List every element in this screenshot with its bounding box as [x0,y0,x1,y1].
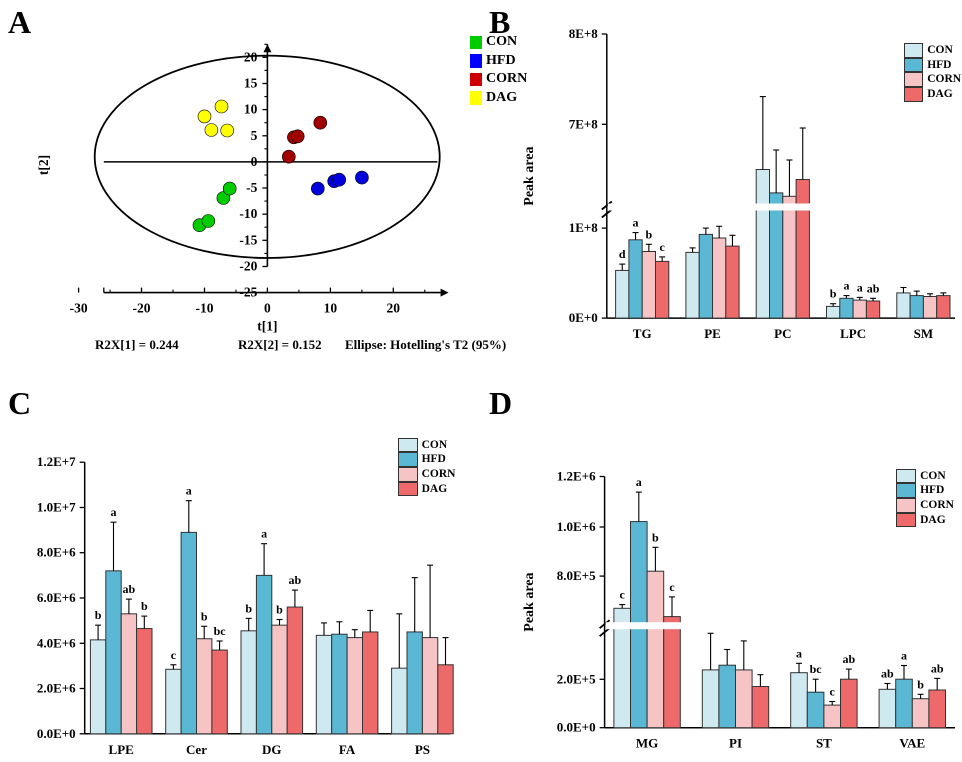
svg-text:a: a [796,646,802,660]
svg-text:-20: -20 [133,301,151,316]
svg-text:b: b [141,599,148,613]
svg-text:a: a [111,505,117,519]
svg-text:bc: bc [214,624,227,638]
svg-text:-10: -10 [239,206,257,221]
svg-text:a: a [636,475,642,489]
svg-text:b: b [95,608,102,622]
svg-text:0: 0 [251,154,258,169]
svg-text:1E+8: 1E+8 [569,220,599,235]
svg-text:0: 0 [264,301,271,316]
svg-text:Peak area: Peak area [522,146,537,205]
svg-text:5: 5 [251,128,258,143]
svg-text:ab: ab [289,573,302,587]
svg-text:b: b [830,287,837,301]
svg-text:ab: ab [867,281,880,295]
svg-text:PE: PE [704,326,721,341]
svg-text:t[1]: t[1] [257,319,277,334]
svg-text:8.0E+6: 8.0E+6 [37,545,76,560]
svg-text:t[2]: t[2] [36,155,51,175]
svg-text:SM: SM [914,326,934,341]
svg-text:Peak area: Peak area [522,572,537,631]
svg-text:7E+8: 7E+8 [569,116,599,131]
svg-text:a: a [901,649,907,663]
svg-text:ST: ST [816,736,832,751]
svg-text:c: c [620,588,626,602]
svg-text:-20: -20 [239,259,257,274]
svg-text:-30: -30 [70,301,88,316]
svg-text:10: 10 [324,301,338,316]
svg-text:ab: ab [881,667,894,681]
svg-text:1.2E+6: 1.2E+6 [557,469,596,484]
svg-text:DG: DG [262,742,282,757]
svg-text:-15: -15 [239,232,257,247]
svg-text:c: c [659,240,665,254]
svg-text:a: a [843,279,849,293]
svg-text:1.2E+7: 1.2E+7 [37,454,76,469]
svg-text:0.0E+0: 0.0E+0 [557,720,596,735]
svg-text:2.0E+5: 2.0E+5 [557,671,596,686]
svg-text:20: 20 [387,301,401,316]
svg-text:0.0E+0: 0.0E+0 [37,726,76,741]
svg-text:b: b [245,601,252,615]
svg-text:ab: ab [123,582,136,596]
svg-text:b: b [646,227,653,241]
svg-text:LPC: LPC [840,326,866,341]
svg-text:c: c [669,580,675,594]
svg-text:LPE: LPE [109,742,134,757]
svg-text:VAE: VAE [899,736,925,751]
svg-text:10: 10 [244,102,258,117]
svg-text:-10: -10 [196,301,214,316]
svg-text:-5: -5 [246,180,257,195]
svg-text:a: a [857,280,863,294]
svg-text:Cer: Cer [186,742,207,757]
svg-text:4.0E+6: 4.0E+6 [37,635,76,650]
svg-text:-25: -25 [239,285,257,300]
svg-text:PS: PS [415,742,430,757]
svg-text:ab: ab [931,661,944,675]
svg-text:FA: FA [339,742,356,757]
svg-text:bc: bc [810,662,823,676]
svg-text:MG: MG [636,736,658,751]
svg-text:d: d [619,247,626,261]
svg-text:2.0E+6: 2.0E+6 [37,681,76,696]
svg-text:b: b [276,603,283,617]
svg-text:ab: ab [842,652,855,666]
svg-text:a: a [633,216,639,230]
svg-text:1.0E+6: 1.0E+6 [557,519,596,534]
svg-text:TG: TG [633,326,652,341]
svg-text:b: b [652,530,659,544]
svg-text:PC: PC [774,326,791,341]
svg-text:b: b [201,609,208,623]
svg-text:c: c [830,685,836,699]
svg-text:0E+0: 0E+0 [569,310,598,325]
svg-text:1.0E+7: 1.0E+7 [37,500,76,515]
svg-text:c: c [171,648,177,662]
svg-text:a: a [261,527,267,541]
svg-text:8.0E+5: 8.0E+5 [557,568,596,583]
svg-text:8E+8: 8E+8 [569,26,599,41]
svg-text:6.0E+6: 6.0E+6 [37,590,76,605]
svg-text:15: 15 [244,76,258,91]
svg-text:b: b [917,677,924,691]
svg-text:PI: PI [729,736,742,751]
svg-text:a: a [186,484,192,498]
